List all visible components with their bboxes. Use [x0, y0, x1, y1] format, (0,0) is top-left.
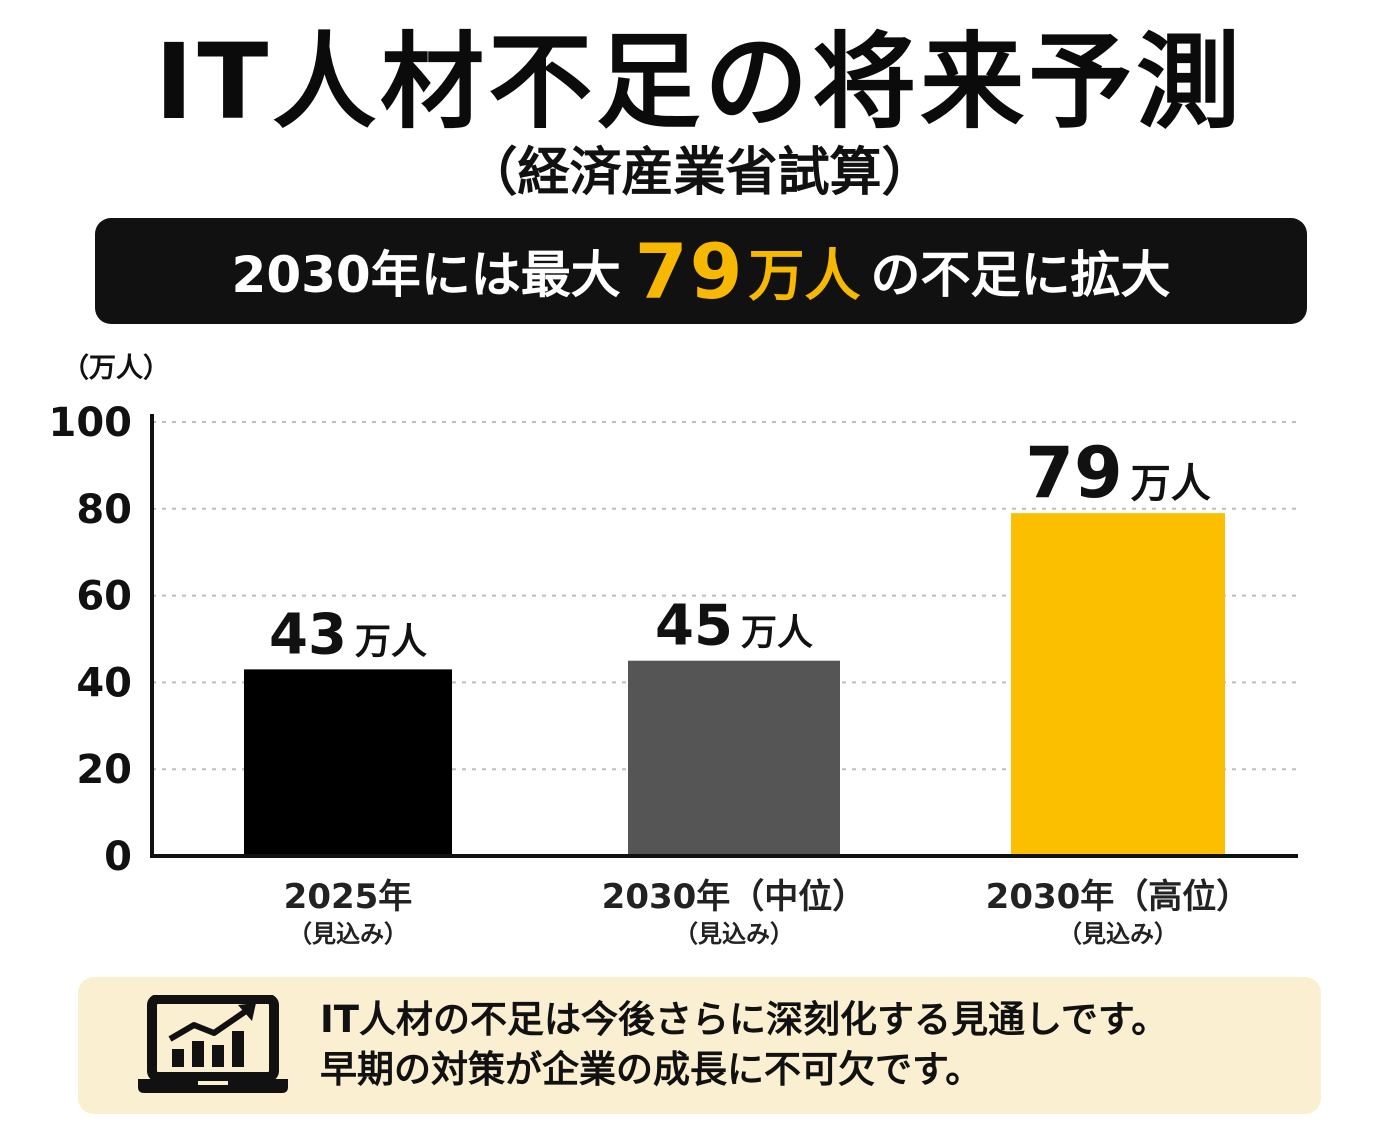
bar-chart: 0 20 40 60 80 100 43 万人 45 万人 79 万人 — [49, 400, 1298, 880]
y-tick-label: 60 — [76, 574, 132, 620]
x-category-sub: （見込み） — [1058, 920, 1178, 948]
banner-number: 79 — [634, 226, 745, 316]
x-category-main: 2030年（中位） — [601, 877, 867, 917]
banner-prefix: 2030年には最大 — [231, 246, 621, 304]
x-category-label: 2030年（中位） （見込み） — [554, 876, 914, 950]
bar-value-label: 45 万人 — [655, 594, 813, 659]
note-line-1: IT人材の不足は今後さらに深刻化する見通しです。 — [320, 998, 1169, 1041]
headline-banner: 2030年には最大 79 万人 の不足に拡大 — [95, 218, 1307, 324]
x-category-label: 2030年（高位） （見込み） — [938, 876, 1298, 950]
x-category-sub: （見込み） — [674, 920, 794, 948]
x-category-main: 2030年（高位） — [985, 877, 1251, 917]
x-category-main: 2025年 — [283, 877, 413, 917]
y-tick-label: 40 — [76, 660, 132, 706]
bar-value-label: 43 万人 — [269, 602, 427, 667]
bar — [1011, 513, 1225, 856]
note-text: IT人材の不足は今後さらに深刻化する見通しです。 早期の対策が企業の成長に不可欠… — [320, 995, 1168, 1095]
page-title: IT人材不足の将来予測 — [154, 21, 1245, 143]
banner-suffix: の不足に拡大 — [870, 246, 1171, 304]
y-tick-label: 100 — [49, 400, 133, 446]
bar-value-label: 79 万人 — [1025, 432, 1210, 514]
y-axis-unit-label: （万人） — [62, 353, 170, 384]
x-category-sub: （見込み） — [288, 920, 408, 948]
bar — [244, 669, 452, 856]
y-tick-label: 0 — [104, 834, 132, 880]
banner-unit: 万人 — [748, 243, 861, 309]
x-category-label: 2025年 （見込み） — [168, 876, 528, 950]
laptop-growth-chart-icon — [138, 995, 288, 1093]
bar — [628, 660, 840, 856]
y-tick-label: 20 — [76, 747, 132, 793]
page-subtitle: （経済産業省試算） — [465, 143, 934, 203]
note-line-2: 早期の対策が企業の成長に不可欠です。 — [320, 1048, 983, 1091]
note-box: IT人材の不足は今後さらに深刻化する見通しです。 早期の対策が企業の成長に不可欠… — [78, 977, 1321, 1114]
y-tick-label: 80 — [76, 487, 132, 533]
